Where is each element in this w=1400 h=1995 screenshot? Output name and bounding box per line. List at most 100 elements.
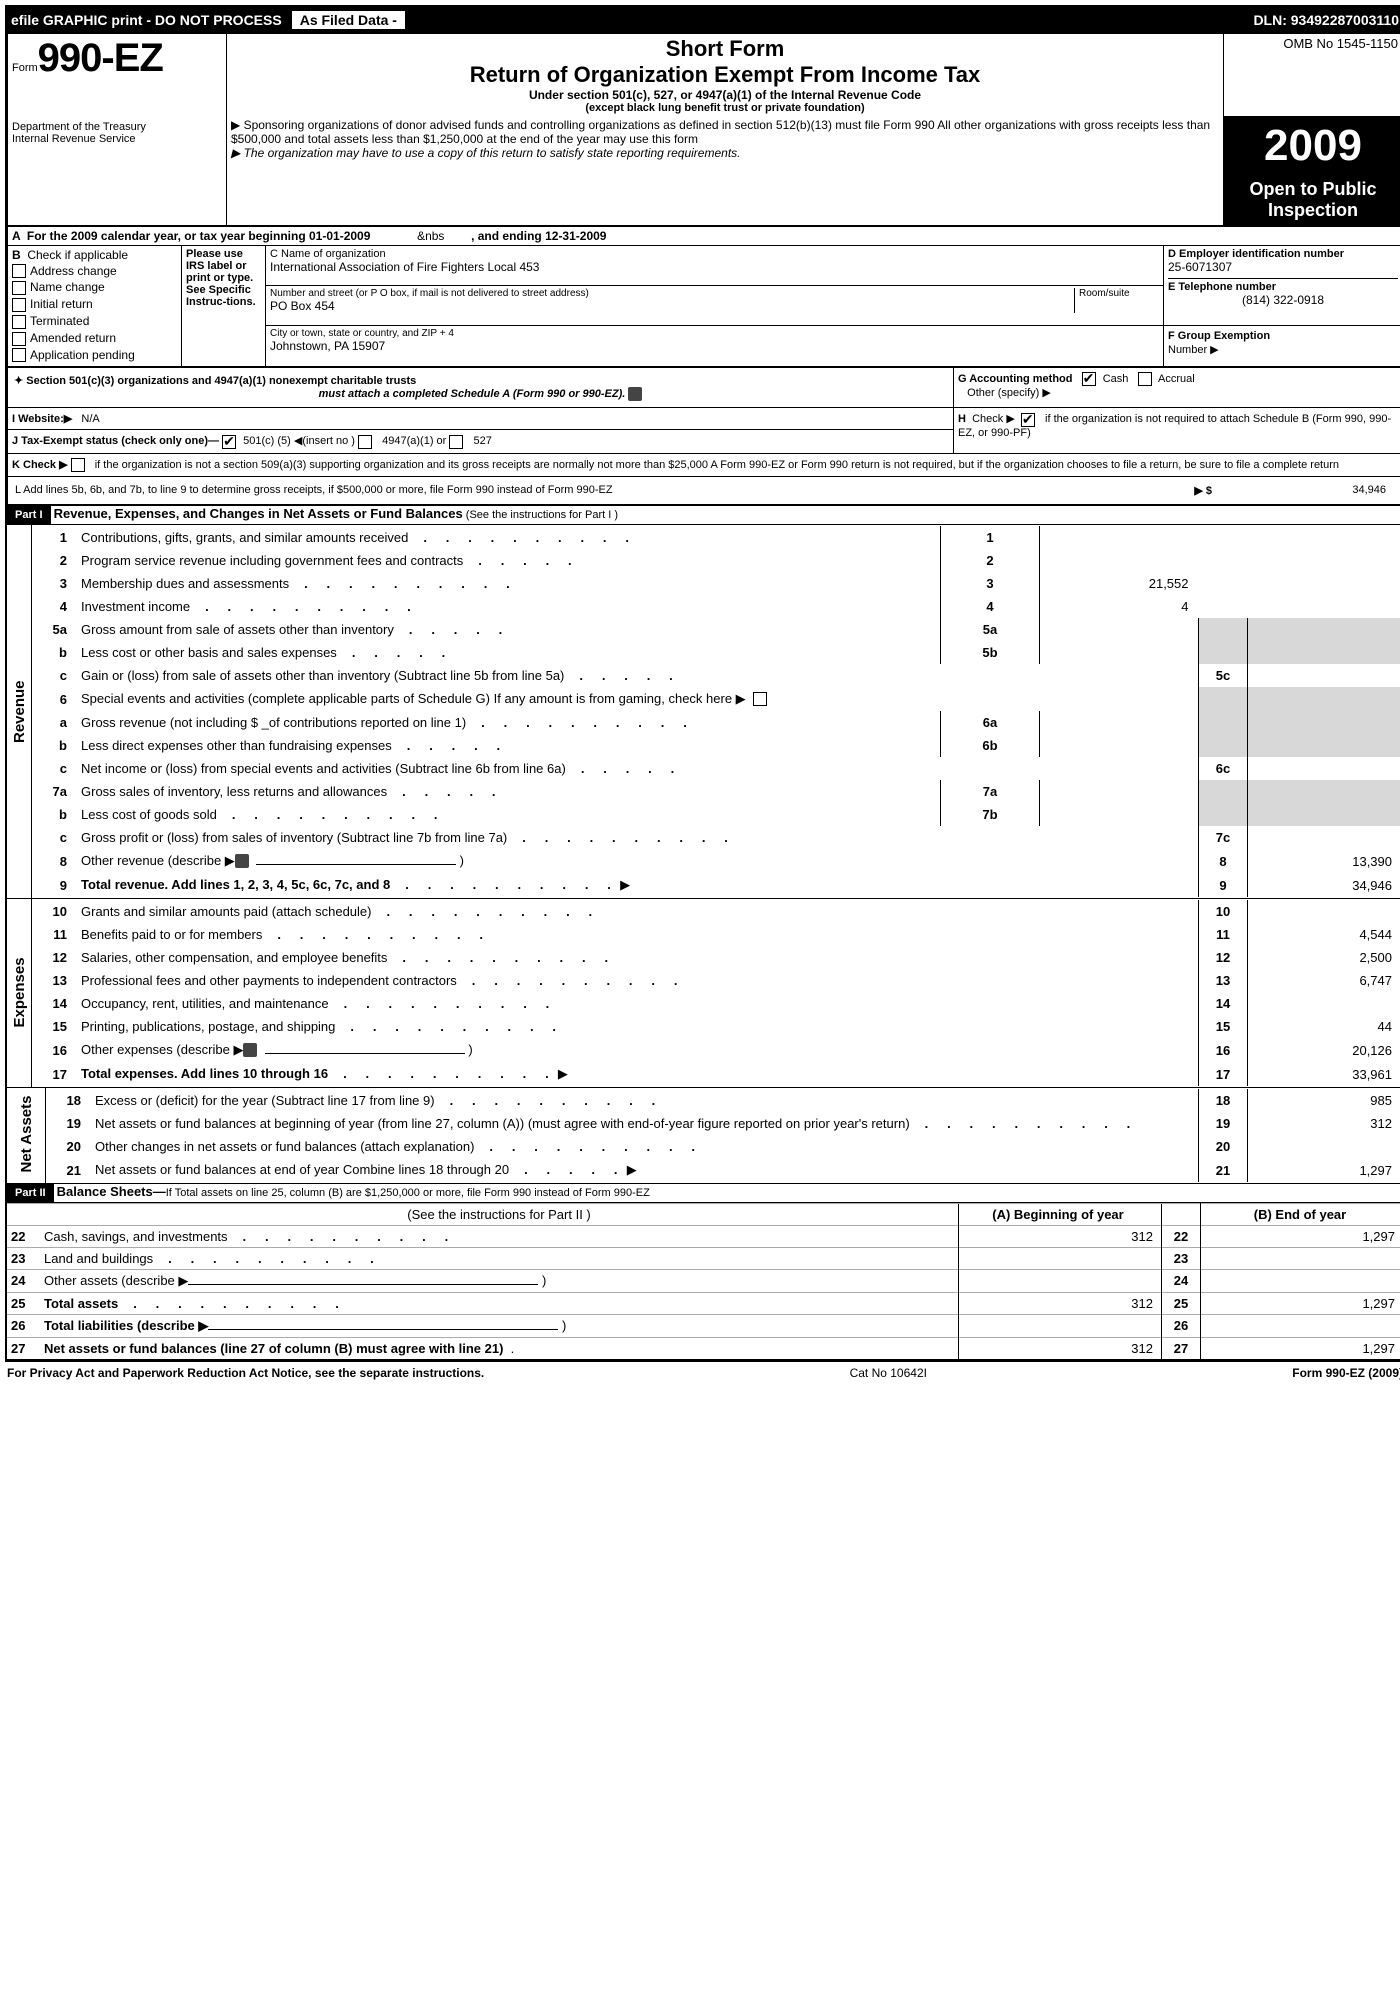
- sub-title-2: (except black lung benefit trust or priv…: [231, 102, 1219, 114]
- checkbox-h[interactable]: [1021, 413, 1035, 427]
- bs-25b: 1,297: [1201, 1292, 1400, 1314]
- checkbox-pending[interactable]: [12, 348, 26, 362]
- amt-12: 2,500: [1248, 946, 1400, 969]
- checkbox-527[interactable]: [449, 435, 463, 449]
- short-form-title: Short Form: [231, 36, 1219, 62]
- k-label: K Check ▶: [12, 459, 68, 471]
- bs-26b: [1201, 1314, 1400, 1337]
- line-a-text: For the 2009 calendar year, or tax year …: [27, 229, 371, 243]
- form-prefix: Form: [12, 62, 38, 74]
- l-value: 34,946: [1215, 483, 1396, 498]
- footer-left: For Privacy Act and Paperwork Reduction …: [7, 1366, 484, 1380]
- amt-8: 13,390: [1248, 849, 1400, 873]
- bs-27b: 1,297: [1201, 1337, 1400, 1359]
- amt-6c: [1248, 757, 1400, 780]
- amt-17: 33,961: [1248, 1062, 1400, 1086]
- line-7c: Gross profit or (loss) from sales of inv…: [81, 830, 507, 845]
- line-16: Other expenses (describe ▶: [81, 1042, 243, 1057]
- amt-5c: [1248, 664, 1400, 687]
- line-9: Total revenue. Add lines 1, 2, 3, 4, 5c,…: [81, 877, 390, 892]
- line-3: Membership dues and assessments: [81, 576, 289, 591]
- amt-15: 44: [1248, 1015, 1400, 1038]
- street-label: Number and street (or P O box, if mail i…: [270, 288, 1074, 299]
- bs-23a: [959, 1247, 1162, 1269]
- top-bar: efile GRAPHIC print - DO NOT PROCESS As …: [7, 7, 1400, 33]
- part1-header: Part I Revenue, Expenses, and Changes in…: [7, 505, 1400, 525]
- line-6a: Gross revenue (not including $ _of contr…: [81, 715, 466, 730]
- line-2: Program service revenue including govern…: [81, 553, 463, 568]
- please-use-irs: Please use IRS label or print or type. S…: [182, 245, 266, 367]
- f-label2: Number ▶: [1168, 344, 1219, 356]
- line-20: Other changes in net assets or fund bala…: [95, 1139, 474, 1154]
- bs-25a: 312: [959, 1292, 1162, 1314]
- page-footer: For Privacy Act and Paperwork Reduction …: [5, 1361, 1400, 1380]
- dln-text: DLN: 93492287003110: [1253, 12, 1399, 28]
- room-label: Room/suite: [1074, 288, 1159, 313]
- section-501c3: ✦ Section 501(c)(3) organizations and 49…: [14, 374, 947, 401]
- bs-24b: [1201, 1269, 1400, 1292]
- checkbox-amended[interactable]: [12, 332, 26, 346]
- checkbox-k[interactable]: [71, 458, 85, 472]
- part2-instr: If Total assets on line 25, column (B) a…: [166, 1187, 650, 1199]
- col-a-head: (A) Beginning of year: [959, 1203, 1162, 1225]
- part1-instr: (See the instructions for Part I ): [466, 509, 618, 521]
- amt-3: 21,552: [1040, 572, 1199, 595]
- line-7a: Gross sales of inventory, less returns a…: [81, 784, 387, 799]
- part2-see: (See the instructions for Part II ): [40, 1203, 959, 1225]
- checkbox-501c[interactable]: [222, 435, 236, 449]
- ein-value: 25-6071307: [1168, 260, 1398, 274]
- i-label: I Website:▶: [12, 413, 72, 425]
- link-icon[interactable]: [628, 387, 642, 401]
- f-label: F Group Exemption: [1168, 330, 1270, 342]
- checkbox-terminated[interactable]: [12, 315, 26, 329]
- as-filed-box: As Filed Data -: [290, 9, 407, 31]
- amt-14: [1248, 992, 1400, 1015]
- line-5c: Gain or (loss) from sale of assets other…: [81, 668, 564, 683]
- line-6b: Less direct expenses other than fundrais…: [81, 738, 392, 753]
- checkbox-4947[interactable]: [358, 435, 372, 449]
- col-b-head: (B) End of year: [1201, 1203, 1400, 1225]
- phone-value: (814) 322-0918: [1168, 293, 1398, 307]
- line-a-ending: , and ending 12-31-2009: [471, 229, 606, 243]
- checkbox-accrual[interactable]: [1138, 372, 1152, 386]
- amt-10: [1248, 900, 1400, 923]
- sponsor-text: ▶ Sponsoring organizations of donor advi…: [231, 118, 1219, 146]
- bs-26a: [959, 1314, 1162, 1337]
- line-14: Occupancy, rent, utilities, and maintena…: [81, 996, 329, 1011]
- dept-line1: Department of the Treasury: [12, 121, 222, 133]
- part2-title: Balance Sheets—: [57, 1184, 166, 1199]
- part1-label: Part I: [7, 506, 51, 524]
- part1-title: Revenue, Expenses, and Changes in Net As…: [54, 506, 463, 521]
- section-b: B Check if applicable Address change Nam…: [8, 245, 182, 367]
- side-netassets: Net Assets: [7, 1087, 46, 1183]
- line-4: Investment income: [81, 599, 190, 614]
- e-label: E Telephone number: [1168, 278, 1398, 293]
- link-icon[interactable]: [235, 854, 249, 868]
- k-text: if the organization is not a section 509…: [95, 459, 1339, 471]
- line-1: Contributions, gifts, grants, and simila…: [81, 530, 408, 545]
- checkbox-gaming[interactable]: [753, 692, 767, 706]
- g-other: Other (specify) ▶: [967, 387, 1051, 399]
- checkbox-address-change[interactable]: [12, 264, 26, 278]
- b-head: Check if applicable: [27, 248, 128, 262]
- l-arrow: ▶ $: [1151, 483, 1213, 498]
- checkbox-initial-return[interactable]: [12, 298, 26, 312]
- website-value: N/A: [81, 413, 99, 425]
- header-table: Form990-EZ Department of the Treasury In…: [7, 33, 1400, 226]
- part2-header: Part II Balance Sheets—If Total assets o…: [7, 1183, 1400, 1203]
- checkbox-name-change[interactable]: [12, 281, 26, 295]
- bs-23b: [1201, 1247, 1400, 1269]
- amt-1: [1040, 526, 1199, 549]
- link-icon[interactable]: [243, 1043, 257, 1057]
- line-12: Salaries, other compensation, and employ…: [81, 950, 387, 965]
- amt-20: [1248, 1135, 1400, 1158]
- checkbox-cash[interactable]: [1082, 372, 1096, 386]
- c-name-label: C Name of organization: [270, 248, 1159, 260]
- amt-16: 20,126: [1248, 1038, 1400, 1062]
- line-18: Excess or (deficit) for the year (Subtra…: [95, 1093, 435, 1108]
- org-name: International Association of Fire Fighte…: [270, 260, 1159, 274]
- tax-year: 2009: [1224, 117, 1400, 175]
- bs-26: Total liabilities (describe ▶: [44, 1318, 208, 1333]
- amt-9: 34,946: [1248, 873, 1400, 897]
- line-5b: Less cost or other basis and sales expen…: [81, 645, 337, 660]
